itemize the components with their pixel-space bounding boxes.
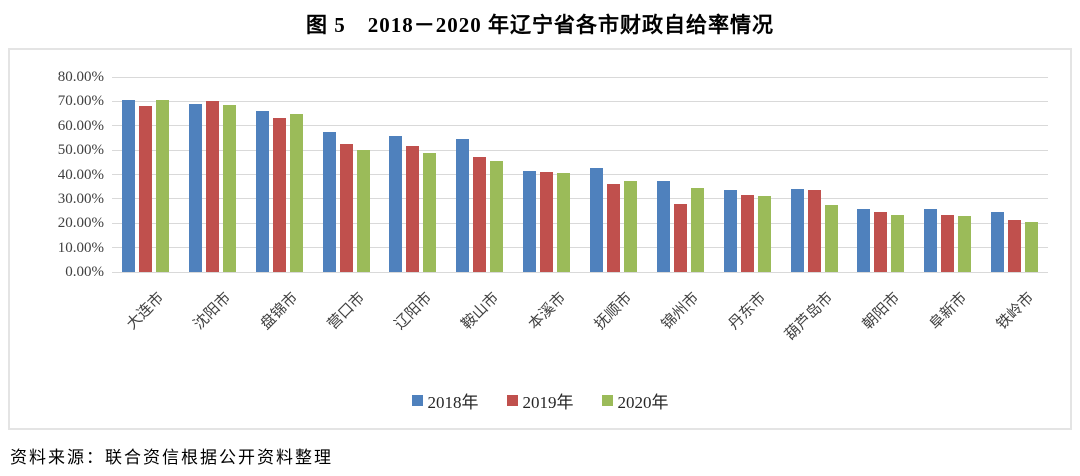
- y-axis-tick-label: 70.00%: [57, 93, 104, 110]
- legend-item: 2019年: [506, 388, 574, 413]
- bar-2019年-朝阳市: [874, 212, 888, 272]
- x-axis-label: 营口市: [324, 289, 369, 333]
- gridline: [112, 174, 1048, 175]
- x-axis-label: 阜新市: [926, 289, 970, 333]
- bar-2020年-锦州市: [690, 187, 704, 272]
- gridline: [112, 247, 1048, 249]
- y-axis-tick-label: 30.00%: [57, 190, 104, 207]
- bar-2019年-鞍山市: [473, 157, 487, 272]
- source-note: 资料来源：联合资信根据公开资料整理: [10, 448, 333, 467]
- bar-2018年-沈阳市: [188, 103, 202, 272]
- y-axis-tick-label: 20.00%: [57, 215, 104, 232]
- legend: 2018年 2019年 2020年: [10, 388, 1070, 413]
- bar-2020年-阜新市: [958, 215, 972, 272]
- bar-2018年-本溪市: [523, 170, 537, 272]
- y-axis-tick-label: 50.00%: [57, 142, 104, 159]
- bar-2019年-大连市: [138, 106, 152, 272]
- bar-2018年-鞍山市: [456, 139, 470, 272]
- bar-2020年-抚顺市: [623, 180, 637, 272]
- bar-2019年-锦州市: [673, 203, 687, 272]
- bar-2019年-抚顺市: [606, 184, 620, 272]
- x-axis-label: 抚顺市: [592, 289, 636, 333]
- plot-area: 0.00% 10.00% 20.00% 30.00% 40.00% 50.00% 60.00…: [58, 69, 1048, 344]
- bar-2019年-营口市: [339, 144, 353, 272]
- x-axis-label: 大连市: [124, 289, 168, 333]
- bar-2018年-大连市: [121, 100, 135, 272]
- x-axis-label: 丹东市: [726, 289, 770, 333]
- bar-2020年-沈阳市: [222, 105, 236, 272]
- bar-2020年-朝阳市: [891, 214, 905, 272]
- x-axis-label: 沈阳市: [191, 289, 235, 333]
- y-axis-tick-label: 10.00%: [57, 239, 104, 256]
- x-axis-label: 朝阳市: [859, 289, 904, 333]
- y-axis-tick-label: 40.00%: [57, 166, 104, 183]
- bar-2018年-辽阳市: [389, 135, 403, 272]
- legend-item: 2020年: [601, 388, 669, 413]
- bar-2018年-阜新市: [924, 208, 938, 272]
- legend-swatch-icon: [411, 395, 423, 406]
- y-axis-tick-label: 80.00%: [57, 69, 104, 85]
- bar-2018年-锦州市: [656, 180, 670, 272]
- x-axis-label: 铁岭市: [993, 289, 1037, 333]
- bar-2020年-铁岭市: [1025, 222, 1039, 272]
- gridline: [112, 222, 1048, 224]
- legend-label: 2019年: [522, 393, 574, 412]
- x-axis-label: 辽阳市: [391, 289, 436, 333]
- x-axis-label: 锦州市: [659, 289, 703, 333]
- bar-2018年-抚顺市: [589, 168, 603, 272]
- gridline: [112, 125, 1048, 127]
- bar-2018年-营口市: [322, 131, 336, 272]
- bar-2020年-鞍山市: [490, 161, 504, 272]
- bar-2020年-葫芦岛市: [824, 204, 838, 272]
- gridline: [112, 149, 1048, 151]
- x-axis-label: 鞍山市: [458, 289, 502, 333]
- legend-swatch-icon: [506, 395, 518, 406]
- bar-2018年-丹东市: [723, 190, 737, 272]
- bar-2019年-盘锦市: [272, 118, 286, 272]
- bar-2018年-盘锦市: [255, 111, 269, 272]
- bar-2019年-沈阳市: [205, 101, 219, 272]
- bar-2019年-辽阳市: [406, 146, 420, 272]
- bar-2020年-丹东市: [757, 196, 771, 272]
- bar-2019年-阜新市: [941, 214, 955, 272]
- gridline: [112, 271, 1048, 273]
- y-axis-tick-label: 60.00%: [57, 117, 104, 134]
- legend-label: 2018年: [427, 393, 479, 412]
- bar-2018年-铁岭市: [991, 212, 1005, 272]
- legend-item: 2018年: [411, 388, 479, 413]
- gridline: [112, 76, 1048, 78]
- bar-2020年-盘锦市: [289, 113, 303, 272]
- gridline: [112, 198, 1048, 200]
- legend-label: 2020年: [617, 393, 669, 412]
- bar-2020年-大连市: [155, 100, 169, 272]
- bar-2020年-辽阳市: [423, 152, 437, 272]
- bar-2019年-丹东市: [740, 195, 754, 272]
- x-axis-label: 盘锦市: [258, 289, 302, 333]
- x-axis-label: 葫芦岛市: [782, 289, 837, 344]
- bar-2018年-葫芦岛市: [790, 189, 804, 272]
- bar-2019年-本溪市: [540, 172, 554, 272]
- bar-2018年-朝阳市: [857, 208, 871, 272]
- legend-swatch-icon: [601, 395, 613, 406]
- y-axis-tick-label: 0.00%: [65, 264, 104, 280]
- x-axis-label: 本溪市: [525, 289, 569, 333]
- chart-title: 图 5 2018－2020 年辽宁省各市财政自给率情况: [306, 13, 774, 37]
- bar-2020年-本溪市: [557, 173, 571, 272]
- bar-2019年-葫芦岛市: [807, 190, 821, 272]
- bar-2020年-营口市: [356, 150, 370, 272]
- chart-frame: 0.00% 10.00% 20.00% 30.00% 40.00% 50.00% 60.00…: [8, 48, 1072, 430]
- bar-2019年-铁岭市: [1008, 219, 1022, 272]
- gridline: [112, 100, 1048, 102]
